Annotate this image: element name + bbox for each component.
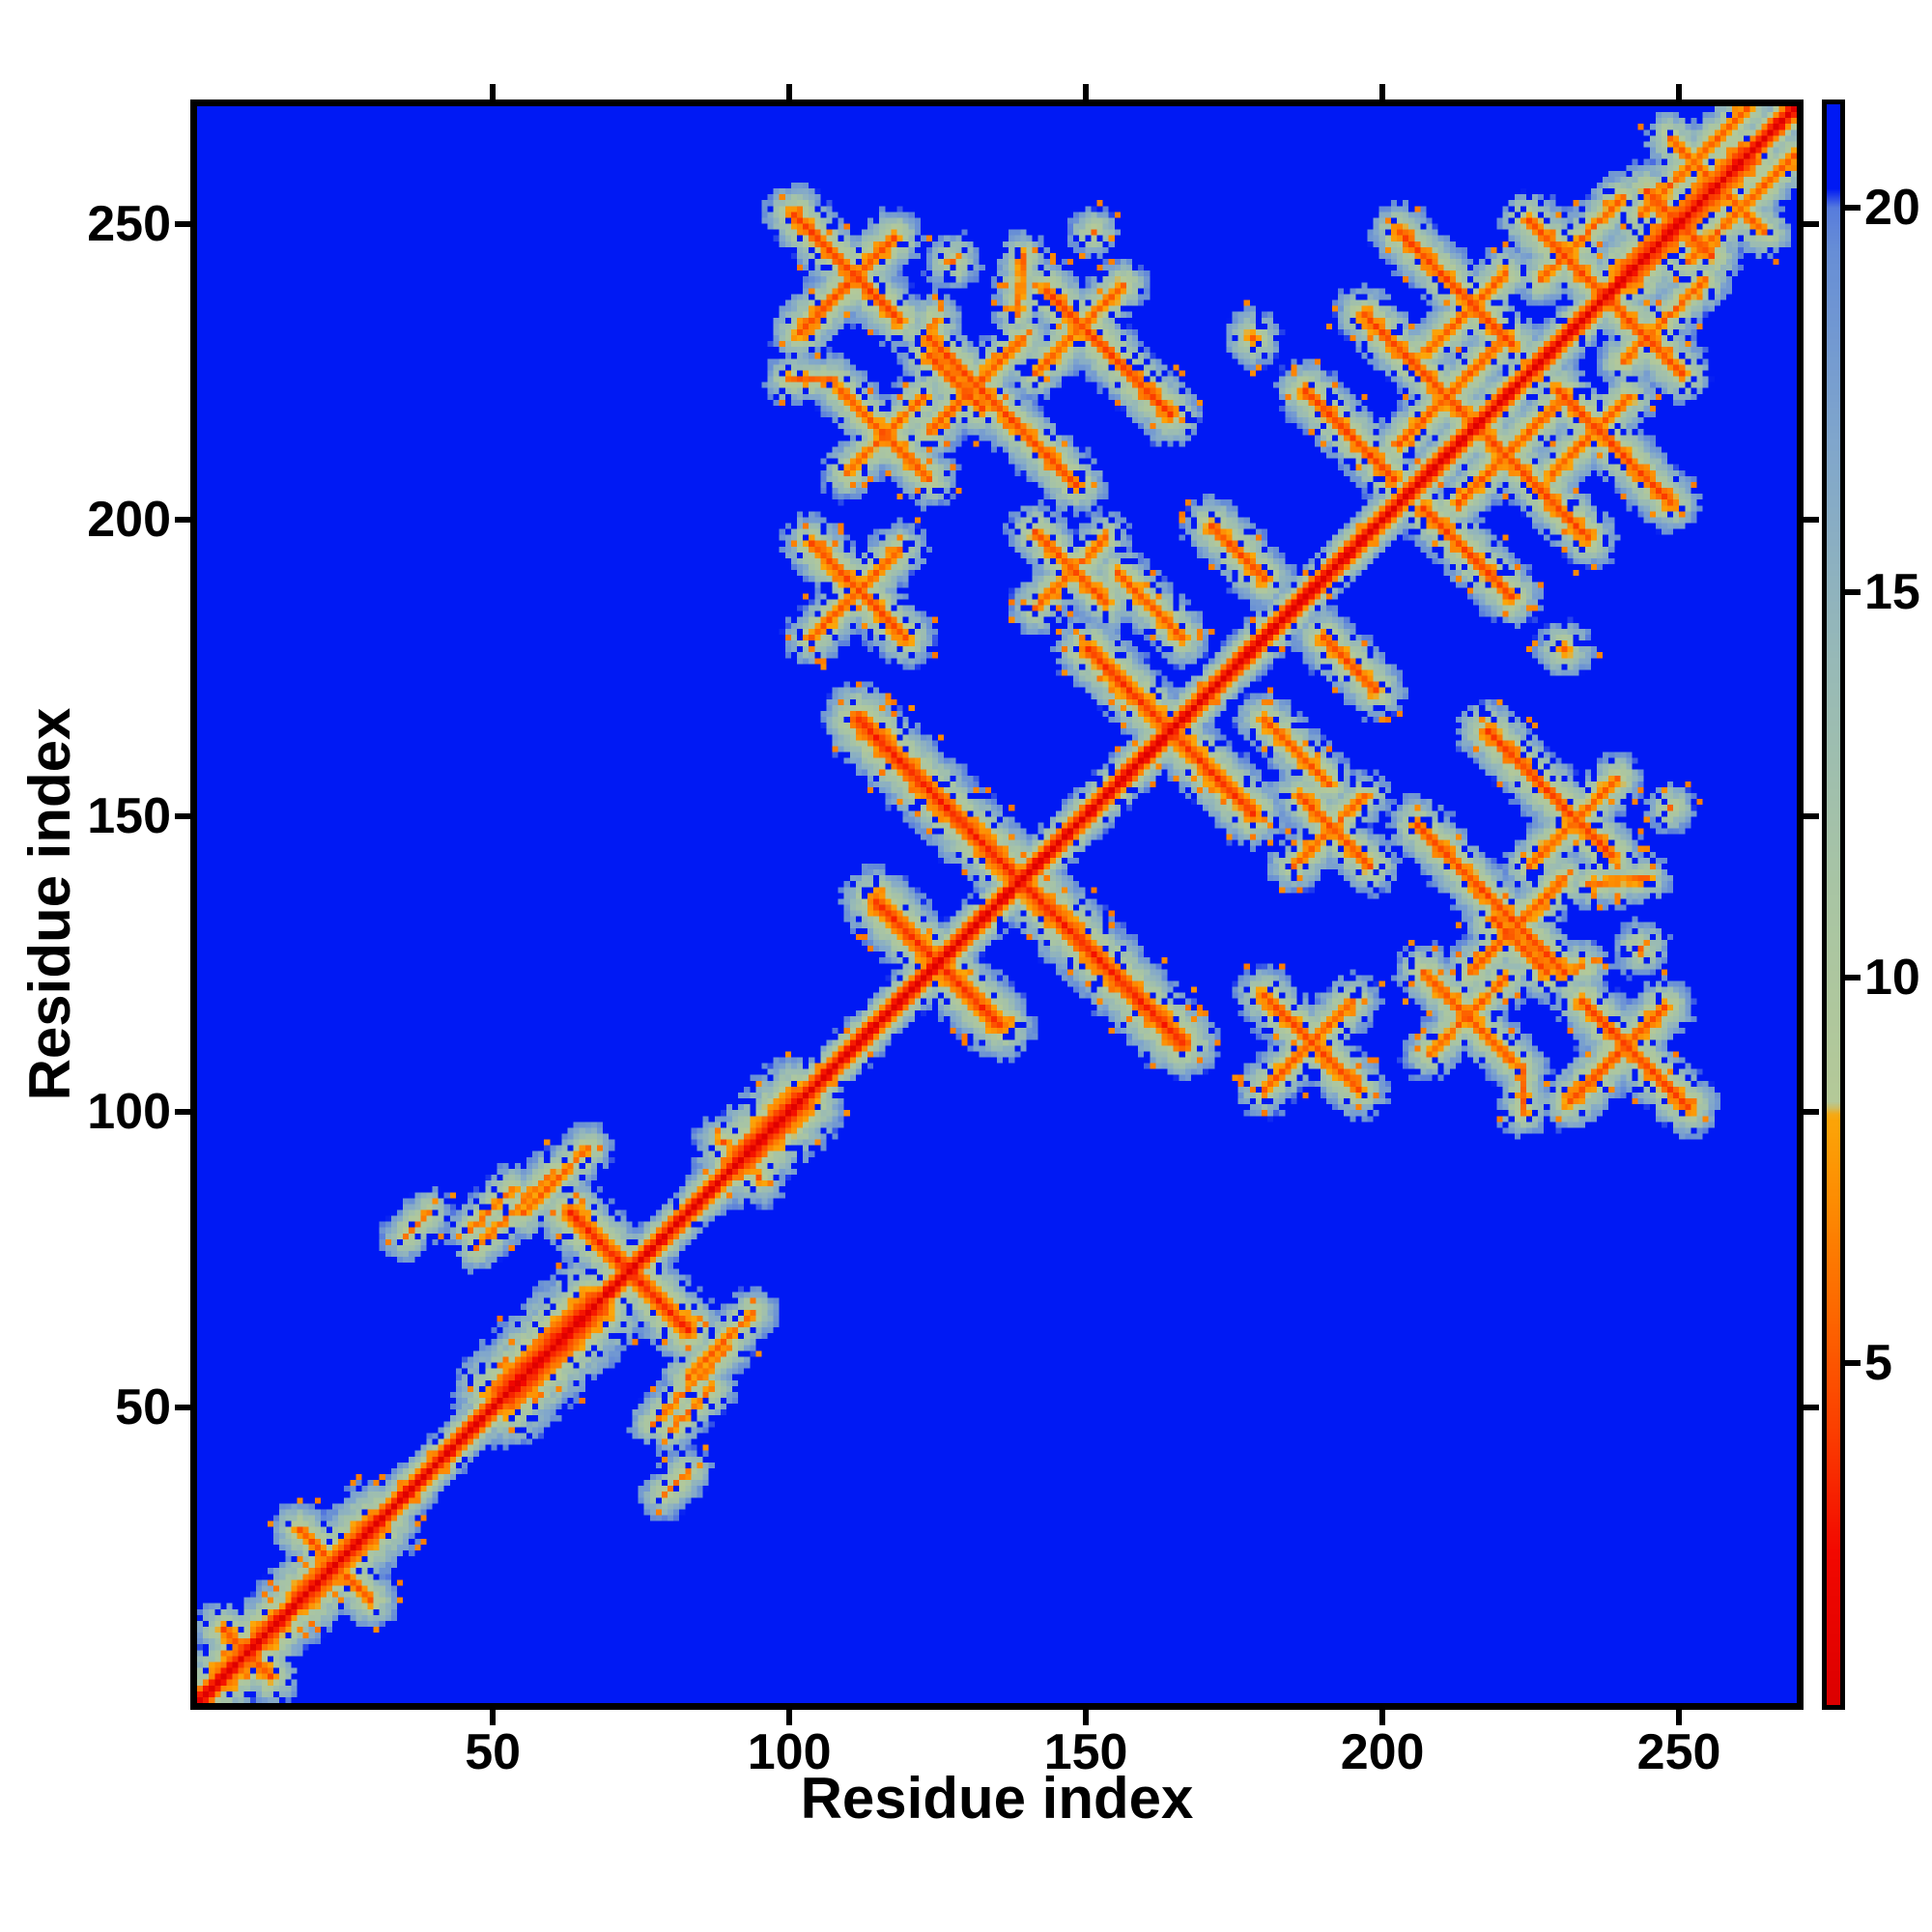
- x-tick-mark-top: [786, 84, 793, 99]
- x-tick-mark-top: [1676, 84, 1683, 99]
- y-tick-mark: [175, 1405, 190, 1411]
- colorbar-tick-mark: [1845, 589, 1861, 596]
- x-tick-label: 100: [747, 1724, 832, 1780]
- colorbar-tick-label: 20: [1864, 179, 1920, 236]
- x-tick-mark-top: [1083, 84, 1090, 99]
- x-tick-mark: [490, 1710, 497, 1725]
- x-tick-label: 200: [1340, 1724, 1425, 1780]
- y-tick-mark: [175, 1109, 190, 1115]
- colorbar: [1822, 99, 1845, 1710]
- colorbar-tick-label: 5: [1864, 1335, 1892, 1392]
- x-tick-mark: [1083, 1710, 1090, 1725]
- colorbar-tick-label: 10: [1864, 950, 1920, 1007]
- y-tick-mark-right: [1804, 1405, 1819, 1411]
- x-tick-mark: [786, 1710, 793, 1725]
- y-tick-label: 100: [87, 1084, 171, 1140]
- colorbar-tick-label: 15: [1864, 564, 1920, 621]
- colorbar-tick-mark: [1845, 1360, 1861, 1367]
- x-tick-mark: [1676, 1710, 1683, 1725]
- heatmap-plot-area: [190, 99, 1804, 1710]
- y-tick-mark: [175, 220, 190, 227]
- y-tick-label: 200: [87, 492, 171, 549]
- colorbar-tick-mark: [1845, 204, 1861, 211]
- y-tick-mark-right: [1804, 220, 1819, 227]
- y-axis-title: Residue index: [17, 707, 82, 1101]
- x-tick-mark: [1379, 1710, 1386, 1725]
- x-axis-title: Residue index: [800, 1766, 1194, 1831]
- colorbar-tick-mark: [1845, 975, 1861, 981]
- y-tick-label: 250: [87, 195, 171, 252]
- y-tick-mark-right: [1804, 812, 1819, 819]
- y-tick-mark-right: [1804, 517, 1819, 524]
- x-tick-mark-top: [490, 84, 497, 99]
- y-tick-label: 50: [115, 1379, 171, 1436]
- x-tick-label: 150: [1043, 1724, 1128, 1780]
- y-tick-mark-right: [1804, 1109, 1819, 1115]
- x-tick-label: 250: [1636, 1724, 1721, 1780]
- colorbar-canvas: [1827, 104, 1840, 1705]
- y-tick-mark: [175, 812, 190, 819]
- y-tick-mark: [175, 517, 190, 524]
- x-tick-label: 50: [465, 1724, 522, 1780]
- y-tick-label: 150: [87, 787, 171, 844]
- heatmap-canvas: [197, 106, 1797, 1703]
- x-tick-mark-top: [1379, 84, 1386, 99]
